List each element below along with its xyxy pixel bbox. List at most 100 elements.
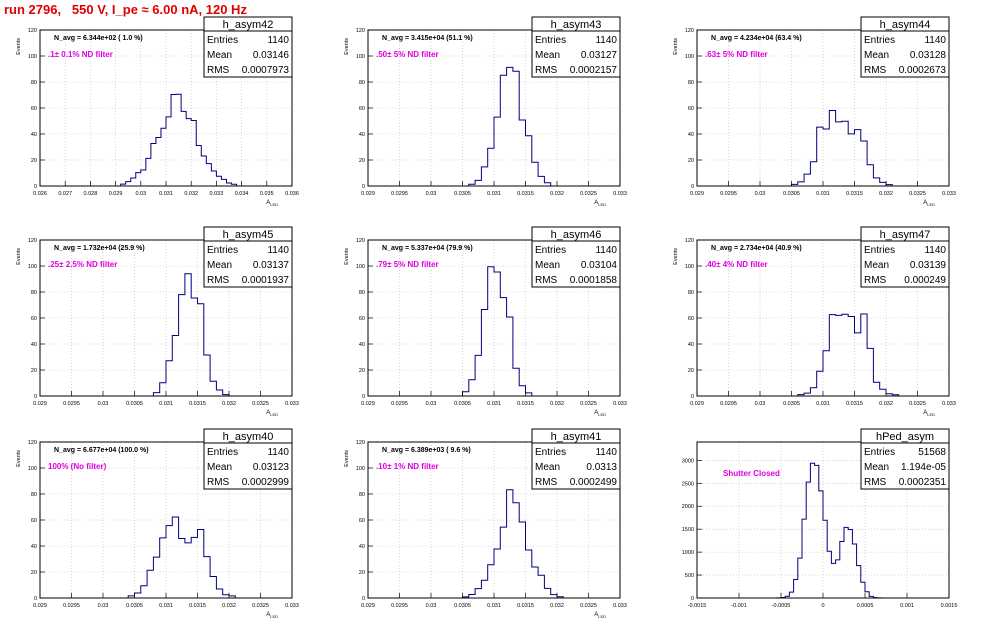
histogram-name: h_asym41 — [551, 431, 602, 443]
y-tick-label: 60 — [31, 518, 37, 524]
y-axis-title: Events — [344, 450, 350, 467]
stat-label: Entries — [207, 35, 238, 46]
x-tick-label: 0.0325 — [252, 603, 269, 609]
stat-label: Mean — [535, 260, 560, 271]
y-tick-label: 20 — [359, 158, 365, 164]
stats-box-frame — [203, 428, 293, 490]
x-tick-label: 0.029 — [361, 603, 375, 609]
stat-value: 1140 — [267, 245, 289, 256]
x-axis-title: ALED — [594, 410, 606, 417]
y-tick-label: 60 — [31, 106, 37, 112]
stat-value: 1.194e-05 — [901, 462, 946, 473]
stat-label: Entries — [864, 447, 895, 458]
histogram-name: h_asym43 — [551, 19, 602, 31]
x-tick-label: 0.031 — [159, 191, 173, 197]
histogram-line — [697, 313, 949, 397]
x-tick-label: 0.0295 — [391, 401, 408, 407]
y-tick-label: 0 — [362, 394, 365, 400]
stat-value: 1140 — [595, 35, 617, 46]
page-title: run 2796, 550 V, I_pe ≈ 6.00 nA, 120 Hz — [4, 2, 247, 17]
x-tick-label: 0.032 — [222, 603, 236, 609]
stat-value: 1140 — [267, 447, 289, 458]
x-tick-label: 0 — [821, 603, 824, 609]
stat-label: Mean — [207, 260, 232, 271]
x-tick-label: 0.031 — [487, 401, 501, 407]
x-tick-label: 0.031 — [487, 603, 501, 609]
histogram-panel-hPed_asym: -0.0015 -0.001 -0.0005 0 0.0005 0.001 0.0015 0 5… — [682, 428, 958, 609]
histogram-name: h_asym46 — [551, 229, 602, 241]
x-tick-label: 0.0305 — [783, 401, 800, 407]
y-tick-label: 60 — [31, 316, 37, 322]
y-tick-label: 80 — [31, 290, 37, 296]
x-tick-label: 0.0015 — [941, 603, 958, 609]
y-tick-label: 100 — [685, 264, 694, 270]
x-tick-label: 0.0295 — [720, 191, 737, 197]
x-tick-label: 0.032 — [550, 603, 564, 609]
y-tick-label: 20 — [688, 368, 694, 374]
histogram-line — [40, 516, 292, 599]
stat-label: Mean — [207, 50, 232, 61]
stat-value: 0.0001937 — [242, 275, 290, 286]
stats-box-frame — [531, 16, 621, 78]
x-tick-label: 0.031 — [159, 401, 173, 407]
y-tick-label: 120 — [356, 28, 365, 34]
stat-value: 0.03127 — [581, 50, 618, 61]
x-tick-label: 0.033 — [285, 401, 299, 407]
filter-label: .10± 1% ND filter — [376, 462, 439, 471]
x-tick-label: 0.033 — [285, 603, 299, 609]
x-tick-label: 0.0305 — [454, 603, 471, 609]
y-tick-label: 120 — [28, 238, 37, 244]
x-tick-label: 0.033 — [210, 191, 224, 197]
x-tick-label: 0.03 — [755, 191, 766, 197]
x-tick-label: 0.0325 — [580, 603, 597, 609]
stat-value: 0.03104 — [581, 260, 618, 271]
histogram-panel-h_asym46: 0.029 0.0295 0.03 0.0305 0.031 0.0315 0.032 0.0… — [344, 226, 627, 417]
y-tick-label: 20 — [31, 570, 37, 576]
y-tick-label: 60 — [688, 106, 694, 112]
stat-label: Mean — [864, 462, 889, 473]
x-tick-label: 0.0305 — [126, 401, 143, 407]
stat-value: 0.03123 — [253, 462, 290, 473]
stat-label: Entries — [207, 447, 238, 458]
x-tick-label: 0.031 — [159, 603, 173, 609]
stats-box: h_asym42 Entries 1140 Mean 0.03146 RMS 0.00079… — [203, 16, 293, 78]
x-tick-label: 0.029 — [690, 191, 704, 197]
x-tick-label: 0.034 — [235, 191, 249, 197]
x-tick-label: 0.0315 — [517, 401, 534, 407]
y-tick-label: 40 — [359, 342, 365, 348]
x-tick-label: 0.0295 — [391, 191, 408, 197]
y-tick-label: 60 — [359, 518, 365, 524]
x-tick-label: 0.0315 — [517, 603, 534, 609]
x-tick-label: 0.0315 — [189, 603, 206, 609]
y-tick-label: 20 — [31, 368, 37, 374]
stat-label: RMS — [207, 275, 230, 286]
y-tick-label: 40 — [31, 132, 37, 138]
stat-value: 0.0002673 — [899, 65, 947, 76]
x-tick-label: 0.03 — [426, 603, 437, 609]
histogram-panel-h_asym42: 0.026 0.027 0.028 0.029 0.03 0.031 0.032 0.033 0… — [16, 16, 299, 207]
histogram-panel-h_asym40: 0.029 0.0295 0.03 0.0305 0.031 0.0315 0.032 0.0… — [16, 428, 299, 619]
y-tick-label: 100 — [356, 264, 365, 270]
navg-label: N_avg = 6.389e+03 ( 9.6 %) — [382, 447, 471, 454]
x-tick-label: 0.0295 — [63, 401, 80, 407]
x-tick-label: 0.032 — [550, 401, 564, 407]
stat-label: Entries — [535, 245, 566, 256]
x-tick-label: 0.032 — [184, 191, 198, 197]
y-tick-label: 40 — [31, 544, 37, 550]
stat-label: Mean — [207, 462, 232, 473]
stats-box-frame — [860, 16, 950, 78]
x-tick-label: 0.0295 — [720, 401, 737, 407]
x-tick-label: 0.035 — [260, 191, 274, 197]
y-tick-label: 0 — [34, 394, 37, 400]
histogram-panel-h_asym47: 0.029 0.0295 0.03 0.0305 0.031 0.0315 0.032 0.0… — [673, 226, 956, 417]
stat-value: 0.0002351 — [899, 477, 947, 488]
stat-label: Entries — [207, 245, 238, 256]
stat-label: RMS — [864, 65, 887, 76]
x-tick-label: 0.0305 — [454, 191, 471, 197]
stat-value: 0.0002157 — [570, 65, 618, 76]
x-tick-label: 0.033 — [613, 603, 627, 609]
y-tick-label: 0 — [362, 596, 365, 602]
stat-value: 0.03137 — [253, 260, 290, 271]
navg-label: N_avg = 5.337e+04 (79.9 %) — [382, 245, 473, 252]
